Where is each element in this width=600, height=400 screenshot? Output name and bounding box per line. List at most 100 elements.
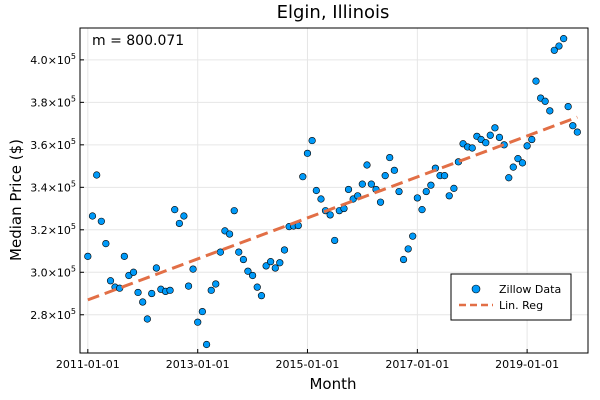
data-point xyxy=(491,124,499,132)
y-tick-label: 3.4×105 xyxy=(30,179,76,194)
data-point xyxy=(198,307,206,316)
data-point xyxy=(486,131,494,139)
data-point xyxy=(180,212,188,220)
data-point xyxy=(422,187,430,196)
y-tick-label: 4.0×105 xyxy=(30,52,76,67)
data-point xyxy=(317,195,325,203)
data-point xyxy=(440,172,449,180)
data-point xyxy=(139,298,147,306)
data-point xyxy=(573,128,581,136)
data-point xyxy=(367,180,375,188)
legend-box xyxy=(450,273,572,321)
data-point xyxy=(514,155,522,163)
y-tick-mantissa: 3.6 xyxy=(30,139,48,152)
y-tick-label: 3.6×105 xyxy=(30,137,76,152)
data-point xyxy=(280,246,289,254)
data-point xyxy=(505,174,513,182)
data-point xyxy=(253,283,261,291)
data-point xyxy=(271,264,279,272)
data-point xyxy=(216,248,225,256)
data-point xyxy=(212,280,220,288)
y-tick-base: ×10 xyxy=(48,54,71,67)
y-tick-base: ×10 xyxy=(48,96,71,109)
data-point xyxy=(331,236,339,245)
y-tick-exponent: 5 xyxy=(71,52,76,61)
data-point xyxy=(569,122,577,130)
y-tick-mantissa: 3.4 xyxy=(30,181,48,194)
data-point xyxy=(518,159,527,167)
data-point xyxy=(427,181,435,189)
data-point xyxy=(257,292,266,300)
x-tick-label: 2017-01-01 xyxy=(385,358,449,371)
data-point xyxy=(230,207,238,215)
data-point xyxy=(450,184,458,192)
data-point xyxy=(106,277,115,285)
data-point xyxy=(148,289,156,298)
data-point xyxy=(344,185,353,194)
data-point xyxy=(267,258,275,266)
y-tick-base: ×10 xyxy=(48,266,71,279)
y-tick-mantissa: 2.8 xyxy=(30,309,48,322)
data-point xyxy=(102,240,110,248)
legend-label-zillow: Zillow Data xyxy=(499,283,561,296)
data-point xyxy=(235,248,243,256)
y-tick-label: 2.8×105 xyxy=(30,307,76,322)
data-point xyxy=(166,286,174,294)
data-point xyxy=(194,318,202,326)
data-point xyxy=(184,282,193,290)
data-point xyxy=(97,217,105,225)
data-point xyxy=(376,198,385,206)
data-point xyxy=(404,245,412,253)
data-point xyxy=(326,211,334,219)
y-tick-base: ×10 xyxy=(48,309,71,322)
y-tick-exponent: 5 xyxy=(71,264,76,273)
data-point xyxy=(409,232,417,240)
x-tick-label: 2011-01-01 xyxy=(56,358,120,371)
data-point xyxy=(358,180,366,188)
y-tick-mantissa: 4.0 xyxy=(30,54,48,67)
data-point xyxy=(308,136,316,145)
data-point xyxy=(276,259,284,267)
data-point xyxy=(303,149,312,157)
data-point xyxy=(93,171,101,179)
x-axis-label: Month xyxy=(309,375,356,393)
data-point xyxy=(532,77,540,85)
data-point xyxy=(445,192,453,200)
data-point xyxy=(560,35,568,43)
data-point xyxy=(88,212,97,220)
data-point xyxy=(509,163,517,171)
data-point xyxy=(225,230,234,238)
data-point xyxy=(299,173,307,181)
y-tick-label: 3.0×105 xyxy=(30,264,76,279)
slope-annotation: m = 800.071 xyxy=(92,33,184,49)
data-point xyxy=(546,107,554,115)
marks xyxy=(84,35,581,349)
data-point xyxy=(413,194,421,202)
data-point xyxy=(248,271,257,280)
y-tick-mantissa: 3.0 xyxy=(30,266,48,279)
regression-line xyxy=(87,115,578,302)
data-point xyxy=(171,206,179,214)
data-point xyxy=(363,161,371,169)
chart-title: Elgin, Illinois xyxy=(277,2,390,23)
data-point xyxy=(207,286,215,294)
data-point xyxy=(143,315,151,323)
data-point xyxy=(381,172,389,180)
x-tick-label: 2019-01-01 xyxy=(495,358,559,371)
y-tick-exponent: 5 xyxy=(71,94,76,103)
y-tick-exponent: 5 xyxy=(71,137,76,146)
data-point xyxy=(399,255,408,264)
data-point xyxy=(239,255,248,264)
data-point xyxy=(482,139,490,147)
data-point xyxy=(495,133,504,141)
data-point xyxy=(129,268,138,276)
data-point xyxy=(395,187,403,196)
legend-marker-zillow xyxy=(471,284,481,294)
data-point xyxy=(418,206,426,214)
y-tick-exponent: 5 xyxy=(71,307,76,316)
legend: Zillow Data Lin. Reg xyxy=(450,273,572,321)
y-tick-exponent: 5 xyxy=(71,179,76,188)
data-point xyxy=(262,262,270,270)
data-point xyxy=(312,186,320,195)
